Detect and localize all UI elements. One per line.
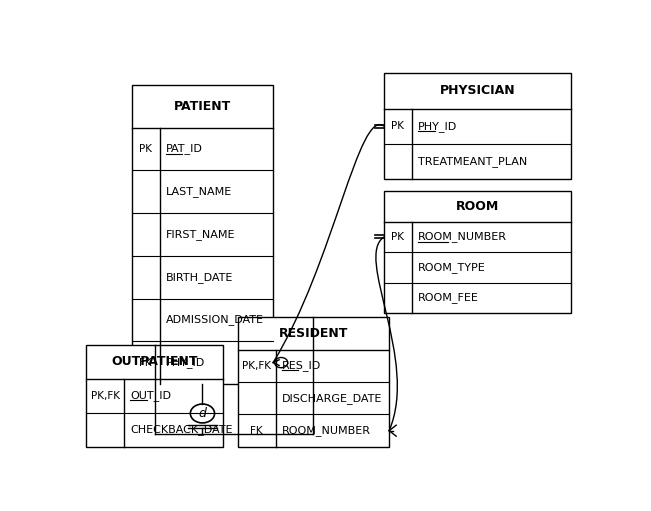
Text: PK,FK: PK,FK bbox=[242, 361, 271, 371]
Text: RESIDENT: RESIDENT bbox=[279, 327, 348, 340]
Text: ROOM_NUMBER: ROOM_NUMBER bbox=[418, 231, 507, 242]
Text: FIRST_NAME: FIRST_NAME bbox=[165, 229, 235, 240]
Text: d: d bbox=[199, 407, 206, 420]
Text: ROOM_FEE: ROOM_FEE bbox=[418, 292, 478, 304]
Text: PHY_ID: PHY_ID bbox=[165, 357, 205, 368]
Bar bbox=[384, 73, 571, 179]
Text: FK: FK bbox=[139, 358, 152, 367]
Text: PK: PK bbox=[391, 121, 404, 131]
Bar bbox=[238, 317, 389, 447]
Text: PAT_ID: PAT_ID bbox=[165, 144, 202, 154]
Text: PK: PK bbox=[139, 144, 152, 154]
Text: ADMISSION_DATE: ADMISSION_DATE bbox=[165, 314, 264, 326]
Bar bbox=[384, 191, 571, 313]
Text: PK: PK bbox=[391, 232, 404, 242]
Text: PHYSICIAN: PHYSICIAN bbox=[439, 84, 515, 97]
Bar bbox=[132, 85, 273, 384]
Text: BIRTH_DATE: BIRTH_DATE bbox=[165, 272, 233, 283]
Text: RES_ID: RES_ID bbox=[282, 360, 321, 371]
Text: OUT_ID: OUT_ID bbox=[130, 390, 171, 401]
Text: OUTPATIENT: OUTPATIENT bbox=[111, 355, 198, 368]
Text: ROOM: ROOM bbox=[456, 200, 499, 213]
Bar bbox=[87, 344, 223, 447]
Text: PHY_ID: PHY_ID bbox=[418, 121, 457, 132]
Text: CHECKBACK_DATE: CHECKBACK_DATE bbox=[130, 425, 233, 435]
Text: LAST_NAME: LAST_NAME bbox=[165, 187, 232, 197]
Text: ROOM_TYPE: ROOM_TYPE bbox=[418, 262, 486, 273]
Text: TREATMEANT_PLAN: TREATMEANT_PLAN bbox=[418, 156, 527, 167]
Text: PK,FK: PK,FK bbox=[91, 391, 120, 401]
Text: DISCHARGE_DATE: DISCHARGE_DATE bbox=[282, 393, 382, 404]
Text: ROOM_NUMBER: ROOM_NUMBER bbox=[282, 425, 370, 436]
Text: FK: FK bbox=[251, 426, 263, 436]
Text: PATIENT: PATIENT bbox=[174, 100, 231, 113]
